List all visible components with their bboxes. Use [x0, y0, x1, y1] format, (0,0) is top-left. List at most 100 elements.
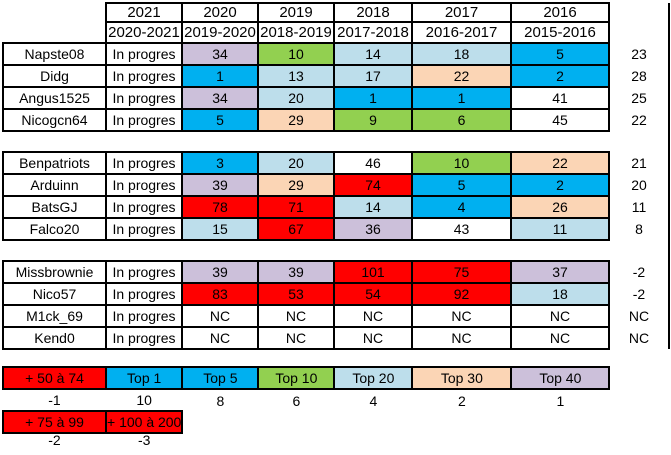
rank-cell[interactable]: 101 — [333, 260, 413, 284]
points-cell[interactable]: 20 — [609, 174, 670, 196]
corner-cell[interactable] — [3, 3, 106, 43]
player-name-cell[interactable]: Didg — [2, 64, 107, 88]
legend-value[interactable]: 10 — [136, 392, 152, 408]
rank-cell[interactable]: 2 — [510, 64, 610, 88]
points-cell[interactable]: 11 — [609, 196, 670, 218]
rank-cell[interactable]: 37 — [510, 260, 610, 284]
rank-cell[interactable]: 5 — [510, 42, 610, 66]
player-name-cell[interactable]: Angus1525 — [2, 86, 107, 110]
rank-cell[interactable]: 2 — [510, 173, 610, 197]
status-cell[interactable]: In progres — [105, 64, 183, 88]
rank-cell[interactable]: 1 — [333, 86, 413, 110]
rank-cell[interactable]: 45 — [510, 108, 610, 132]
legend-swatch[interactable]: Top 30 — [411, 366, 513, 390]
status-cell[interactable]: In progres — [105, 195, 183, 219]
rank-cell[interactable]: 29 — [257, 108, 335, 132]
rank-cell[interactable]: 71 — [257, 195, 335, 219]
status-cell[interactable]: In progres — [105, 282, 183, 306]
year-header[interactable]: 2021 — [105, 2, 183, 23]
legend-value[interactable]: 6 — [292, 392, 301, 409]
rank-cell[interactable]: NC — [510, 304, 610, 328]
player-name-cell[interactable]: Kend0 — [2, 326, 107, 350]
rank-cell[interactable]: 83 — [181, 282, 259, 306]
legend-swatch[interactable]: Top 1 — [104, 366, 184, 390]
legend-swatch[interactable]: + 50 à 74 — [2, 366, 107, 390]
player-name-cell[interactable]: BatsGJ — [2, 195, 107, 219]
season-header[interactable]: 2020-2021 — [105, 21, 183, 44]
season-header[interactable]: 2016-2017 — [411, 21, 512, 44]
status-cell[interactable]: In progres — [105, 304, 183, 328]
year-header[interactable]: 2017 — [411, 2, 512, 23]
rank-cell[interactable]: 4 — [411, 195, 512, 219]
rank-cell[interactable]: 15 — [181, 217, 259, 241]
rank-cell[interactable]: 53 — [257, 282, 335, 306]
rank-cell[interactable]: 67 — [257, 217, 335, 241]
rank-cell[interactable]: NC — [181, 304, 259, 328]
points-cell[interactable]: 8 — [609, 218, 670, 240]
status-cell[interactable]: In progres — [105, 326, 183, 350]
rank-cell[interactable]: 29 — [257, 173, 335, 197]
status-cell[interactable]: In progres — [105, 108, 183, 132]
legend-swatch[interactable]: Top 10 — [257, 366, 336, 390]
rank-cell[interactable]: 18 — [510, 282, 610, 306]
rank-cell[interactable]: 10 — [411, 151, 512, 175]
rank-cell[interactable]: 54 — [333, 282, 413, 306]
legend-value[interactable]: 4 — [369, 392, 378, 409]
rank-cell[interactable]: NC — [257, 304, 335, 328]
rank-cell[interactable]: 20 — [257, 86, 335, 110]
legend-swatch[interactable]: Top 5 — [181, 366, 260, 390]
points-cell[interactable]: 25 — [609, 87, 670, 109]
rank-cell[interactable]: 46 — [333, 151, 413, 175]
rank-cell[interactable]: 43 — [411, 217, 512, 241]
points-cell[interactable]: -2 — [609, 261, 670, 283]
player-name-cell[interactable]: Nicogcn64 — [2, 108, 107, 132]
rank-cell[interactable]: NC — [333, 326, 413, 350]
points-column-header[interactable] — [609, 3, 670, 43]
player-name-cell[interactable]: M1ck_69 — [2, 304, 107, 328]
rank-cell[interactable]: 22 — [411, 64, 512, 88]
rank-cell[interactable]: 14 — [333, 42, 413, 66]
legend-value[interactable]: -3 — [137, 433, 151, 448]
rank-cell[interactable]: 9 — [333, 108, 413, 132]
season-header[interactable]: 2018-2019 — [257, 21, 335, 44]
year-header[interactable]: 2018 — [333, 2, 413, 23]
rank-cell[interactable]: 78 — [181, 195, 259, 219]
season-header[interactable]: 2015-2016 — [510, 21, 610, 44]
rank-cell[interactable]: 1 — [411, 86, 512, 110]
legend-swatch[interactable]: Top 20 — [333, 366, 414, 390]
year-header[interactable]: 2020 — [181, 2, 259, 23]
status-cell[interactable]: In progres — [105, 217, 183, 241]
legend-swatch[interactable]: + 75 à 99 — [2, 410, 107, 434]
rank-cell[interactable]: NC — [510, 326, 610, 350]
player-name-cell[interactable]: Benpatriots — [2, 151, 107, 175]
status-cell[interactable]: In progres — [105, 260, 183, 284]
year-header[interactable]: 2016 — [510, 2, 610, 23]
rank-cell[interactable]: NC — [411, 304, 512, 328]
points-cell[interactable]: 22 — [609, 109, 670, 131]
rank-cell[interactable]: 26 — [510, 195, 610, 219]
rank-cell[interactable]: 41 — [510, 86, 610, 110]
legend-value[interactable]: 8 — [216, 392, 225, 409]
points-cell[interactable]: 23 — [609, 43, 670, 65]
rank-cell[interactable]: NC — [333, 304, 413, 328]
legend-value[interactable]: -1 — [48, 392, 61, 408]
rank-cell[interactable]: 1 — [181, 64, 259, 88]
rank-cell[interactable]: 11 — [510, 217, 610, 241]
points-cell[interactable]: -2 — [609, 283, 670, 305]
rank-cell[interactable]: 92 — [411, 282, 512, 306]
rank-cell[interactable]: NC — [181, 326, 259, 350]
rank-cell[interactable]: 34 — [181, 86, 259, 110]
rank-cell[interactable]: 22 — [510, 151, 610, 175]
legend-value[interactable]: 1 — [556, 392, 565, 409]
rank-cell[interactable]: 17 — [333, 64, 413, 88]
rank-cell[interactable]: 39 — [181, 260, 259, 284]
legend-swatch[interactable]: + 100 à 200 — [104, 410, 184, 434]
rank-cell[interactable]: 3 — [181, 151, 259, 175]
player-name-cell[interactable]: Arduinn — [2, 173, 107, 197]
season-header[interactable]: 2017-2018 — [333, 21, 413, 44]
rank-cell[interactable]: 75 — [411, 260, 512, 284]
rank-cell[interactable]: 39 — [181, 173, 259, 197]
status-cell[interactable]: In progres — [105, 173, 183, 197]
rank-cell[interactable]: 36 — [333, 217, 413, 241]
rank-cell[interactable]: NC — [411, 326, 512, 350]
